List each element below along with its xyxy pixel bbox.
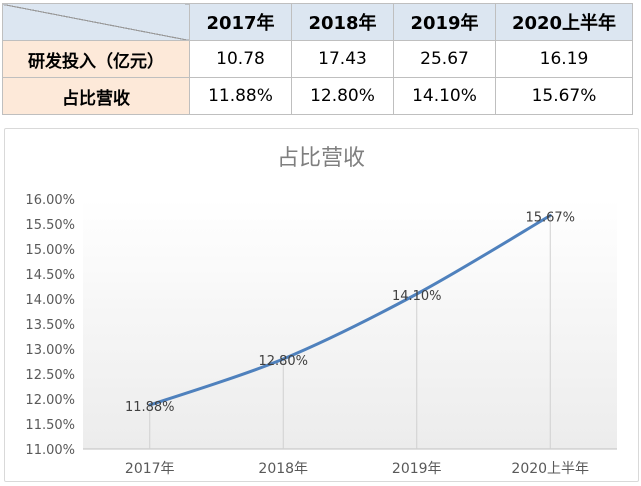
data-label: 12.80% bbox=[258, 354, 308, 369]
table-cell: 16.19 bbox=[495, 40, 633, 78]
y-tick-label: 14.00% bbox=[25, 293, 75, 308]
y-tick-label: 12.00% bbox=[25, 393, 75, 408]
table-row-label: 研发投入（亿元） bbox=[2, 40, 190, 78]
table-cell: 25.67 bbox=[393, 40, 496, 78]
table-cell: 15.67% bbox=[495, 77, 633, 115]
y-tick-label: 16.00% bbox=[25, 193, 75, 208]
series-line bbox=[148, 214, 552, 407]
y-tick-label: 12.50% bbox=[25, 368, 75, 383]
table-cell: 12.80% bbox=[291, 77, 394, 115]
table-row: 研发投入（亿元） 10.78 17.43 25.67 16.19 bbox=[2, 40, 633, 78]
data-table: 2017年 2018年 2019年 2020上半年 研发投入（亿元） 10.78… bbox=[2, 3, 633, 115]
table-cell: 14.10% bbox=[393, 77, 496, 115]
plot-area-background bbox=[83, 199, 617, 449]
x-tick-label: 2017年 bbox=[125, 461, 175, 477]
table-row-label: 占比营收 bbox=[2, 77, 190, 115]
table-row: 占比营收 11.88% 12.80% 14.10% 15.67% bbox=[2, 77, 633, 115]
table-header-cell: 2017年 bbox=[189, 3, 292, 41]
table-cell: 17.43 bbox=[291, 40, 394, 78]
table-header-row: 2017年 2018年 2019年 2020上半年 bbox=[2, 3, 633, 41]
y-tick-label: 14.50% bbox=[25, 268, 75, 283]
table-cell: 10.78 bbox=[189, 40, 292, 78]
y-tick-label: 11.50% bbox=[25, 418, 75, 433]
x-tick-label: 2020上半年 bbox=[511, 461, 589, 477]
y-tick-label: 11.00% bbox=[25, 443, 75, 458]
x-tick-label: 2018年 bbox=[258, 461, 308, 477]
chart-title: 占比营收 bbox=[277, 146, 365, 171]
data-label: 11.88% bbox=[125, 400, 175, 415]
data-label: 14.10% bbox=[392, 289, 442, 304]
table-corner-cell bbox=[2, 3, 190, 41]
data-label: 15.67% bbox=[525, 211, 575, 226]
x-tick-label: 2019年 bbox=[392, 461, 442, 477]
y-tick-label: 13.00% bbox=[25, 343, 75, 358]
table-header-cell: 2019年 bbox=[393, 3, 496, 41]
table-cell: 11.88% bbox=[189, 77, 292, 115]
y-tick-label: 15.00% bbox=[25, 243, 75, 258]
line-chart: 占比营收 11.00% 11.50% 12.00% 12.50% 13.00% 13.50%… bbox=[25, 146, 617, 477]
table-header-cell: 2020上半年 bbox=[495, 3, 633, 41]
chart-container: 占比营收 11.00% 11.50% 12.00% 12.50% 13.00% 13.50%… bbox=[4, 128, 639, 482]
y-tick-label: 13.50% bbox=[25, 318, 75, 333]
table-header-cell: 2018年 bbox=[291, 3, 394, 41]
y-tick-label: 15.50% bbox=[25, 218, 75, 233]
